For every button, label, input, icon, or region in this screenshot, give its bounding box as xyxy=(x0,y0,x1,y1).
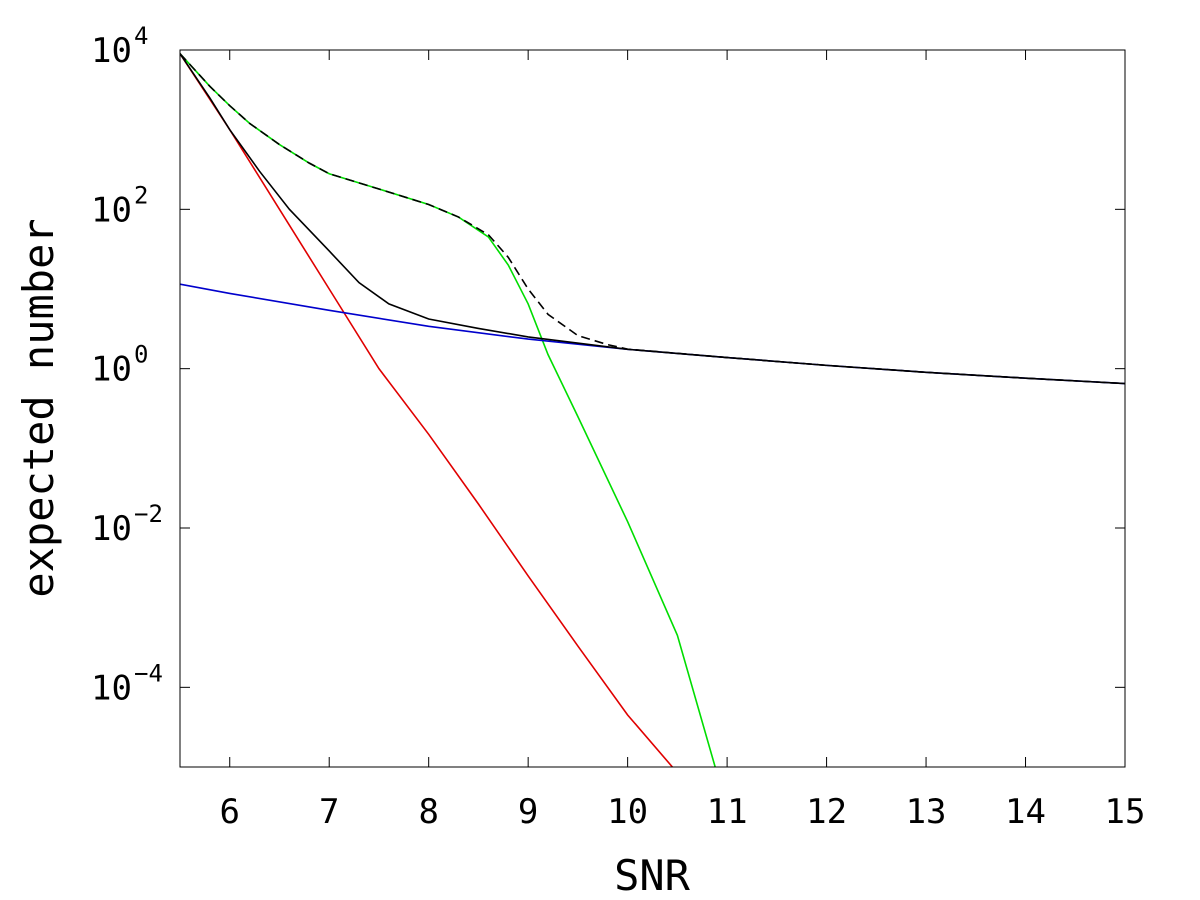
series-line-5 xyxy=(180,53,1125,385)
x-tick-label: 14 xyxy=(1005,792,1046,832)
plot-frame xyxy=(179,49,1126,768)
y-tick-exponent: 4 xyxy=(134,22,148,50)
y-tick-label: 10 xyxy=(91,31,132,71)
series-line-4 xyxy=(180,53,1125,385)
x-tick-label: 6 xyxy=(219,792,239,832)
y-tick-label: 10 xyxy=(91,668,132,708)
series-line-2 xyxy=(180,53,716,767)
x-tick-label: 11 xyxy=(707,792,748,832)
series-line-3 xyxy=(180,283,1125,385)
y-tick-label: 10 xyxy=(91,350,132,390)
y-tick-exponent: −2 xyxy=(134,500,163,528)
x-tick-label: 9 xyxy=(518,792,538,832)
y-tick-label: 10 xyxy=(91,509,132,549)
y-axis-label: expected number xyxy=(14,218,63,597)
x-tick-label: 15 xyxy=(1105,792,1146,832)
x-tick-label: 12 xyxy=(806,792,847,832)
y-tick-exponent: −4 xyxy=(134,659,163,687)
x-tick-label: 13 xyxy=(906,792,947,832)
x-tick-label: 10 xyxy=(607,792,648,832)
y-tick-label: 10 xyxy=(91,190,132,230)
y-tick-exponent: 2 xyxy=(134,181,148,209)
series-layer xyxy=(180,53,1125,767)
y-tick-exponent: 0 xyxy=(134,341,148,369)
series-line-1 xyxy=(180,53,673,767)
x-tick-label: 8 xyxy=(418,792,438,832)
x-axis-label: SNR xyxy=(614,851,691,900)
x-tick-label: 7 xyxy=(319,792,339,832)
